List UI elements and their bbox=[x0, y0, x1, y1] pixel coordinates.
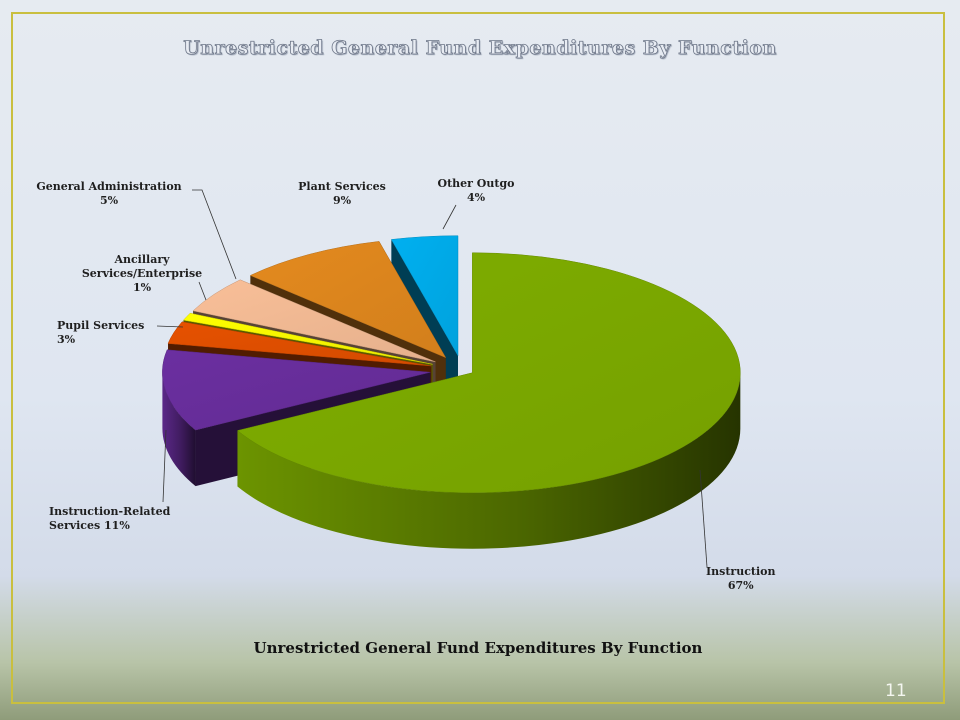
label-other-outgo: Other Outgo 4% bbox=[437, 177, 515, 204]
leader-general-admin bbox=[192, 189, 237, 280]
label-general-admin: General Administration 5% bbox=[36, 180, 182, 207]
slide-frame bbox=[11, 12, 945, 704]
leader-other-outgo bbox=[442, 204, 457, 230]
chart-caption: Unrestricted General Fund Expenditures B… bbox=[253, 639, 703, 657]
label-instruction-related: Instruction-Related Services 11% bbox=[49, 505, 171, 532]
page-number: 11 bbox=[885, 681, 907, 701]
label-instruction: Instruction 67% bbox=[706, 565, 776, 592]
pie-slice-instruction bbox=[236, 252, 741, 549]
leader-pupil-services bbox=[156, 325, 184, 328]
leader-ancillary bbox=[198, 281, 207, 301]
label-pupil-services: Pupil Services 3% bbox=[57, 319, 145, 346]
leader-instruction-related bbox=[162, 429, 167, 503]
slide-title: Unrestricted General Fund Expenditures B… bbox=[183, 37, 777, 60]
label-plant-services: Plant Services 9% bbox=[298, 180, 386, 207]
label-ancillary: Ancillary Services/Enterprise 1% bbox=[81, 253, 203, 294]
leader-instruction bbox=[699, 469, 708, 568]
